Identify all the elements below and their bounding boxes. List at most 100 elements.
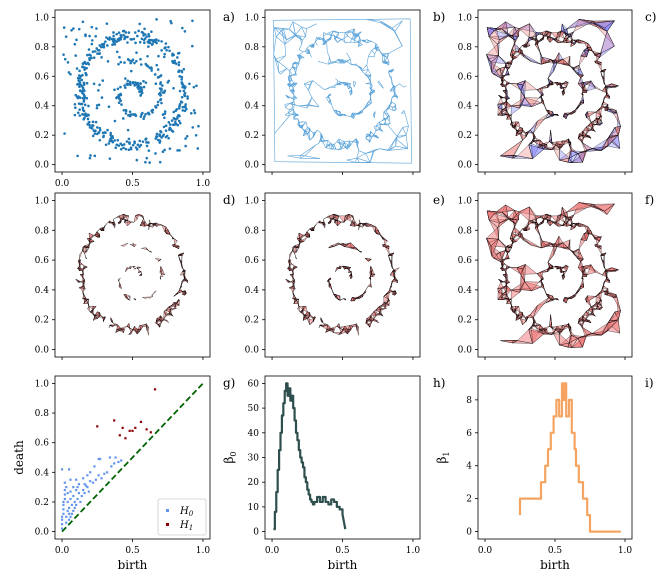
- filtration-triangle: [586, 80, 596, 91]
- triangulation-edge: [290, 97, 295, 100]
- triangulation-edge: [345, 144, 349, 148]
- data-point: [159, 129, 162, 133]
- triangulation-edge: [355, 34, 360, 37]
- plot-area: [273, 18, 412, 164]
- data-point: [116, 138, 120, 142]
- triangulation-edge: [365, 153, 371, 163]
- triangulation-edge: [303, 83, 309, 91]
- triangulation-edge: [391, 82, 393, 85]
- data-point: [77, 27, 81, 31]
- data-point: [111, 140, 115, 144]
- triangulation-edge: [352, 112, 355, 117]
- triangulation-edge: [375, 127, 380, 131]
- triangulation-edge: [329, 99, 332, 105]
- triangulation-edge: [297, 118, 300, 123]
- triangulation-edge: [367, 77, 372, 83]
- data-point: [160, 40, 163, 43]
- data-point: [138, 22, 142, 26]
- data-point: [123, 84, 126, 87]
- data-point: [164, 42, 168, 45]
- triangulation-edge: [330, 60, 340, 63]
- data-point: [126, 79, 130, 83]
- data-point: [158, 134, 162, 138]
- triangulation-edge: [378, 120, 383, 123]
- triangulation-edge: [371, 90, 374, 93]
- triangulation-edge: [347, 87, 349, 89]
- data-point: [173, 59, 177, 63]
- triangulation-edge: [399, 83, 405, 88]
- data-point: [87, 104, 90, 108]
- data-point: [113, 139, 116, 142]
- data-point: [163, 52, 167, 56]
- triangulation-edge: [342, 144, 347, 148]
- data-point: [112, 41, 116, 45]
- triangulation-edge: [366, 65, 369, 70]
- data-point: [126, 35, 129, 39]
- data-point: [112, 31, 115, 34]
- data-point: [78, 108, 81, 111]
- triangulation-edge: [387, 115, 390, 119]
- data-point: [136, 34, 139, 38]
- data-point: [177, 107, 181, 110]
- filtration-triangle: [502, 107, 508, 112]
- filtration-triangle: [128, 295, 131, 300]
- triangulation-edge: [338, 138, 345, 142]
- triangulation-edge: [305, 28, 307, 37]
- triangulation-edge: [353, 80, 357, 83]
- filtration-triangle: [536, 39, 541, 43]
- triangulation-edge: [368, 55, 375, 58]
- data-point: [81, 73, 84, 77]
- triangulation-edge: [338, 114, 342, 116]
- triangulation-edge: [335, 78, 339, 81]
- triangulation-edge: [333, 110, 337, 114]
- triangulation-edge: [288, 83, 290, 87]
- data-point: [168, 126, 172, 130]
- triangulation-edge: [395, 138, 408, 149]
- data-point: [78, 85, 81, 89]
- triangulation-edge: [300, 144, 317, 156]
- filtration-triangle: [118, 221, 121, 225]
- filtration-triangle: [566, 19, 594, 29]
- data-point: [139, 89, 143, 92]
- filtration-triangle: [494, 30, 509, 41]
- filtration-triangle: [606, 85, 619, 89]
- data-point: [125, 140, 129, 143]
- y-tick-label: 0.6: [245, 72, 260, 82]
- triangulation-edge: [290, 75, 293, 81]
- triangulation-edge: [368, 50, 372, 57]
- filtration-triangle: [111, 320, 113, 323]
- triangulation-edge: [309, 44, 313, 46]
- y-tick-label: 0.4: [458, 102, 473, 112]
- triangulation-edge: [353, 81, 355, 88]
- filtration-triangle: [601, 135, 619, 151]
- data-point: [90, 127, 94, 130]
- filtration-triangle: [599, 30, 615, 58]
- data-point: [147, 34, 151, 38]
- triangulation-edge: [334, 141, 338, 145]
- data-point: [176, 149, 179, 152]
- data-point: [125, 82, 129, 85]
- data-point: [104, 40, 107, 43]
- triangulation-edge: [328, 99, 331, 103]
- data-point: [101, 45, 104, 49]
- y-tick-label: 0.0: [35, 346, 50, 356]
- triangulation-edge: [345, 82, 348, 84]
- data-point: [174, 118, 178, 121]
- triangulation-edge: [315, 143, 320, 146]
- data-point: [139, 82, 142, 85]
- data-point: [181, 85, 184, 89]
- triangulation-edge: [342, 59, 345, 64]
- y-tick-label: 0.6: [35, 72, 50, 82]
- filtration-triangle: [142, 323, 148, 328]
- triangulation-edge: [298, 104, 310, 107]
- filtration-triangle: [153, 223, 157, 227]
- filtration-triangle: [113, 215, 120, 220]
- triangulation-edge: [322, 142, 327, 148]
- data-point: [88, 53, 91, 57]
- triangulation-edge: [371, 47, 376, 51]
- y-tick-label: 0.8: [458, 43, 473, 53]
- triangulation-edge: [381, 22, 396, 32]
- filtration-triangle: [83, 246, 89, 249]
- y-tick-label: 1.0: [35, 196, 50, 206]
- triangulation-edge: [368, 101, 372, 104]
